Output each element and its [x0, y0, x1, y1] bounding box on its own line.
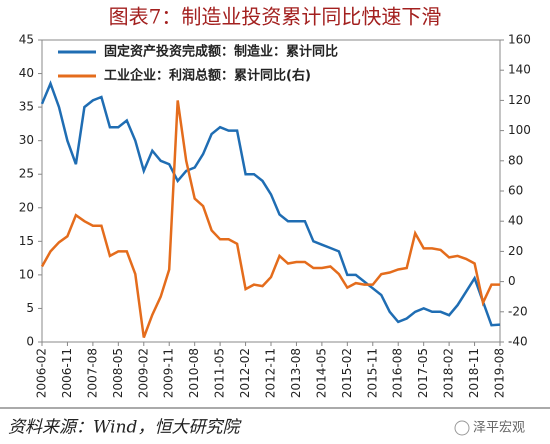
- y2-tick-label: 0: [508, 274, 516, 288]
- series-line: [40, 100, 500, 338]
- x-tick-label: 2006-02: [35, 348, 49, 398]
- y2-tick-label: 100: [508, 123, 531, 137]
- y2-tick-label: -20: [508, 304, 528, 318]
- x-tick-label: 2017-05: [416, 348, 430, 398]
- y-tick-label: 40: [19, 66, 34, 80]
- y-tick-label: 5: [26, 301, 34, 315]
- x-tick-label: 2013-08: [289, 348, 303, 398]
- x-tick-label: 2006-11: [60, 348, 74, 398]
- x-tick-label: 2014-05: [314, 348, 328, 398]
- y2-tick-label: 120: [508, 93, 531, 107]
- x-tick-label: 2012-02: [238, 348, 252, 398]
- y2-tick-label: 20: [508, 244, 523, 258]
- y2-tick-label: 160: [508, 33, 531, 47]
- y2-tick-label: 80: [508, 153, 523, 167]
- y2-tick-label: 140: [508, 63, 531, 77]
- x-tick-label: 2009-11: [162, 348, 176, 398]
- watermark-icon: [454, 420, 470, 436]
- x-tick-label: 2012-11: [264, 348, 278, 398]
- x-tick-label: 2019-08: [493, 348, 507, 398]
- x-tick-label: 2015-11: [365, 348, 379, 398]
- series-line: [40, 80, 501, 327]
- y-tick-label: 15: [19, 234, 34, 248]
- x-tick-label: 2008-05: [111, 348, 125, 398]
- x-tick-label: 2018-11: [467, 348, 481, 398]
- y-tick-label: 0: [26, 335, 34, 349]
- x-tick-label: 2009-02: [136, 348, 150, 398]
- y-tick-label: 10: [19, 267, 34, 281]
- y2-tick-label: 40: [508, 214, 523, 228]
- x-tick-label: 2018-02: [442, 348, 456, 398]
- legend-label: 固定资产投资完成额：制造业：累计同比: [104, 44, 338, 60]
- y2-tick-label: 60: [508, 184, 523, 198]
- x-tick-label: 2011-05: [213, 348, 227, 398]
- y2-tick-label: -40: [508, 335, 528, 349]
- chart-title: 图表7：制造业投资累计同比快速下滑: [109, 5, 442, 29]
- x-tick-label: 2007-08: [85, 348, 99, 398]
- y-tick-label: 20: [19, 200, 34, 214]
- watermark: 泽平宏观: [473, 421, 525, 436]
- plot-frame: [41, 39, 501, 343]
- source: 资料来源：Wind，恒大研究院: [8, 418, 242, 438]
- legend-label: 工业企业：利润总额：累计同比(右): [104, 68, 311, 84]
- x-tick-label: 2015-02: [340, 348, 354, 398]
- x-tick-label: 2010-08: [187, 348, 201, 398]
- y-tick-label: 25: [19, 167, 34, 181]
- x-tick-label: 2016-08: [391, 348, 405, 398]
- y-tick-label: 35: [19, 100, 34, 114]
- y-tick-label: 45: [19, 33, 34, 47]
- y-tick-label: 30: [19, 133, 34, 147]
